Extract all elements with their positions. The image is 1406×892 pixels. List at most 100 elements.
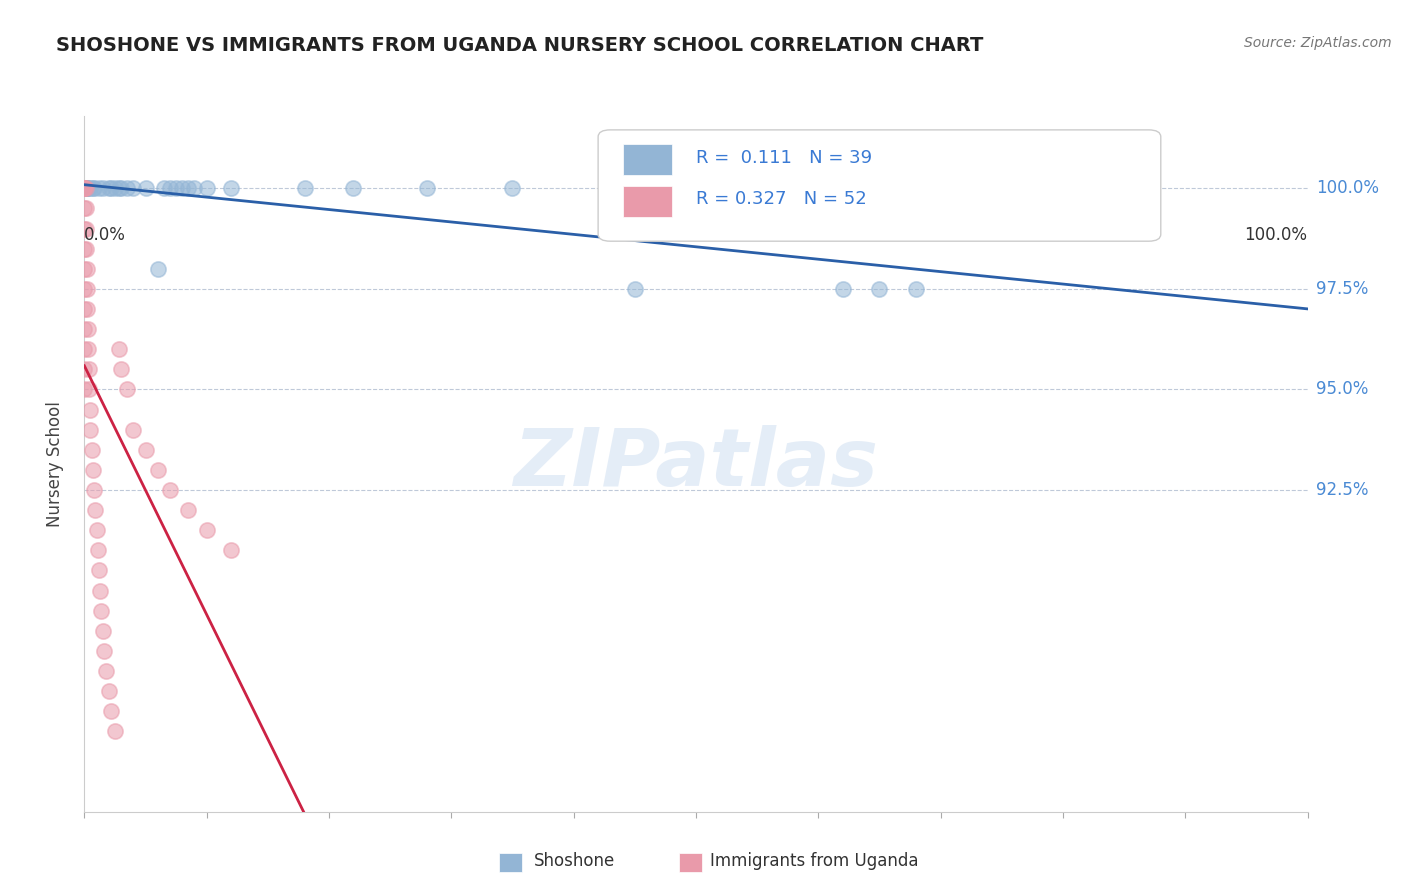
Point (159, 181, 181, 195)
Point (73, 322, 96, 336)
Point (73, 343, 96, 357)
Point (115, 383, 138, 397)
Point (77, 322, 100, 336)
Point (96, 664, 118, 678)
Point (177, 181, 200, 195)
Point (77, 383, 100, 397)
Point (831, 282, 853, 296)
Point (416, 181, 439, 195)
Point (75, 242, 97, 256)
Point (73, 181, 96, 195)
Text: R =  0.111   N = 39: R = 0.111 N = 39 (696, 149, 872, 167)
Point (87, 543, 110, 558)
Text: 0.0%: 0.0% (84, 226, 127, 244)
Point (80, 442, 103, 457)
Point (110, 362, 132, 376)
FancyBboxPatch shape (623, 144, 672, 175)
Point (77, 343, 100, 357)
Point (89, 583, 111, 598)
Point (100, 704, 122, 718)
Point (905, 282, 928, 296)
Point (73, 221, 96, 235)
Point (91, 181, 114, 195)
Text: Source: ZipAtlas.com: Source: ZipAtlas.com (1244, 36, 1392, 50)
Point (83, 483, 105, 497)
Point (90, 604, 112, 618)
Point (183, 181, 205, 195)
Point (75, 221, 97, 235)
Point (115, 181, 138, 195)
Point (91, 624, 114, 638)
Point (87, 181, 110, 195)
Point (104, 181, 127, 195)
Point (97, 684, 120, 698)
Point (153, 181, 176, 195)
Point (77, 181, 100, 195)
Point (195, 181, 218, 195)
Point (79, 423, 101, 437)
Point (73, 181, 96, 195)
Point (146, 463, 169, 477)
Y-axis label: Nursery School: Nursery School (45, 401, 63, 527)
Point (135, 442, 157, 457)
Text: ZIPatlas: ZIPatlas (513, 425, 879, 503)
Point (747, 181, 769, 195)
Point (219, 181, 242, 195)
Point (104, 724, 127, 739)
Point (177, 503, 200, 517)
Point (159, 483, 181, 497)
Point (122, 423, 145, 437)
Point (73, 242, 96, 256)
Point (97, 181, 120, 195)
Point (501, 181, 523, 195)
Point (100, 181, 122, 195)
Text: 95.0%: 95.0% (1316, 380, 1368, 399)
Point (87, 563, 110, 577)
Point (79, 402, 101, 417)
Text: Shoshone: Shoshone (534, 852, 616, 870)
Point (79, 181, 101, 195)
Point (73, 181, 96, 195)
Point (73, 202, 96, 216)
Point (624, 282, 647, 296)
Point (77, 362, 100, 376)
Text: 92.5%: 92.5% (1316, 481, 1368, 499)
Point (76, 181, 98, 195)
Text: 100.0%: 100.0% (1244, 226, 1308, 244)
FancyBboxPatch shape (623, 186, 672, 217)
Text: 100.0%: 100.0% (1316, 179, 1379, 197)
Point (76, 261, 98, 276)
Point (84, 503, 107, 517)
Point (75, 202, 97, 216)
Point (165, 181, 187, 195)
Text: SHOSHONE VS IMMIGRANTS FROM UGANDA NURSERY SCHOOL CORRELATION CHART: SHOSHONE VS IMMIGRANTS FROM UGANDA NURSE… (56, 36, 984, 54)
Point (73, 181, 96, 195)
Point (73, 261, 96, 276)
Point (294, 181, 316, 195)
Point (73, 362, 96, 376)
Point (75, 181, 97, 195)
Point (86, 523, 108, 537)
Point (110, 181, 132, 195)
Point (73, 383, 96, 397)
Point (122, 181, 145, 195)
FancyBboxPatch shape (598, 130, 1161, 241)
Point (107, 343, 129, 357)
Point (93, 644, 115, 658)
Point (73, 181, 96, 195)
Point (342, 181, 364, 195)
Point (75, 181, 97, 195)
Point (75, 181, 97, 195)
Point (83, 181, 105, 195)
Point (195, 523, 218, 537)
Point (76, 301, 98, 316)
Text: R = 0.327   N = 52: R = 0.327 N = 52 (696, 191, 866, 209)
Point (73, 181, 96, 195)
Point (73, 282, 96, 296)
Point (107, 181, 129, 195)
Text: Immigrants from Uganda: Immigrants from Uganda (710, 852, 918, 870)
Point (172, 181, 194, 195)
Point (82, 181, 104, 195)
Point (73, 301, 96, 316)
Point (73, 181, 96, 195)
